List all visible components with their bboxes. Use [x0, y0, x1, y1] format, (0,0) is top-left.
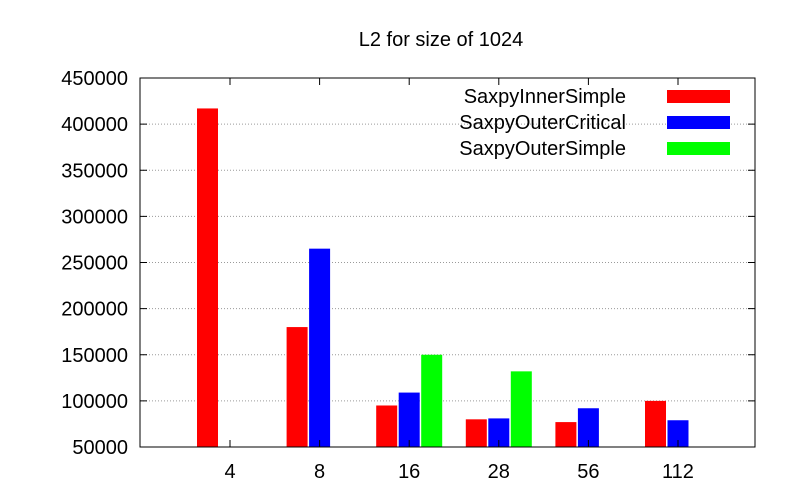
- y-tick-label: 150000: [61, 345, 128, 367]
- legend-label: SaxpyOuterCritical: [459, 112, 626, 134]
- y-tick-label: 400000: [61, 114, 128, 136]
- y-tick-label: 100000: [61, 391, 128, 413]
- y-axis-ticks: 50000 100000 150000 200000 250000 300000 35000…: [61, 68, 755, 459]
- bar-SaxpyOuterSimple-16: [421, 354, 443, 447]
- y-tick-label: 350000: [61, 160, 128, 182]
- y-tick-label: 250000: [61, 253, 128, 275]
- bar-SaxpyOuterCritical-8: [309, 248, 331, 447]
- legend-label: SaxpyInnerSimple: [464, 86, 626, 108]
- bar-SaxpyOuterCritical-28: [488, 418, 510, 447]
- x-tick-label: 112: [662, 461, 694, 483]
- bar-SaxpyOuterSimple-28: [510, 371, 532, 447]
- y-tick-label: 450000: [61, 68, 128, 90]
- legend-swatch: [667, 116, 730, 129]
- bar-SaxpyOuterCritical-112: [667, 420, 689, 447]
- bar-SaxpyInnerSimple-8: [286, 327, 308, 447]
- legend-swatch: [667, 142, 730, 155]
- bar-SaxpyInnerSimple-56: [555, 422, 577, 447]
- x-tick-label: 56: [577, 461, 599, 483]
- x-tick-label: 4: [224, 461, 235, 483]
- bar-SaxpyInnerSimple-16: [376, 405, 398, 447]
- y-tick-label: 200000: [61, 299, 128, 321]
- legend: SaxpyInnerSimple SaxpyOuterCritical SaxpyO…: [459, 86, 730, 160]
- x-tick-label: 8: [314, 461, 325, 483]
- bar-SaxpyOuterCritical-56: [577, 408, 599, 447]
- grid: [140, 123, 755, 402]
- y-tick-label: 300000: [61, 206, 128, 228]
- bar-SaxpyInnerSimple-28: [465, 419, 487, 447]
- bars: [197, 108, 689, 447]
- x-tick-label: 16: [398, 461, 420, 483]
- bar-SaxpyInnerSimple-112: [645, 400, 666, 447]
- bar-SaxpyOuterCritical-16: [398, 392, 420, 447]
- bar-SaxpyInnerSimple-4: [197, 108, 218, 447]
- y-tick-label: 50000: [72, 437, 128, 459]
- x-tick-label: 28: [488, 461, 510, 483]
- x-axis-ticks: 4 8 16 28 56 112: [224, 78, 694, 483]
- chart-title: L2 for size of 1024: [359, 29, 524, 51]
- legend-label: SaxpyOuterSimple: [459, 138, 626, 160]
- legend-swatch: [667, 90, 730, 103]
